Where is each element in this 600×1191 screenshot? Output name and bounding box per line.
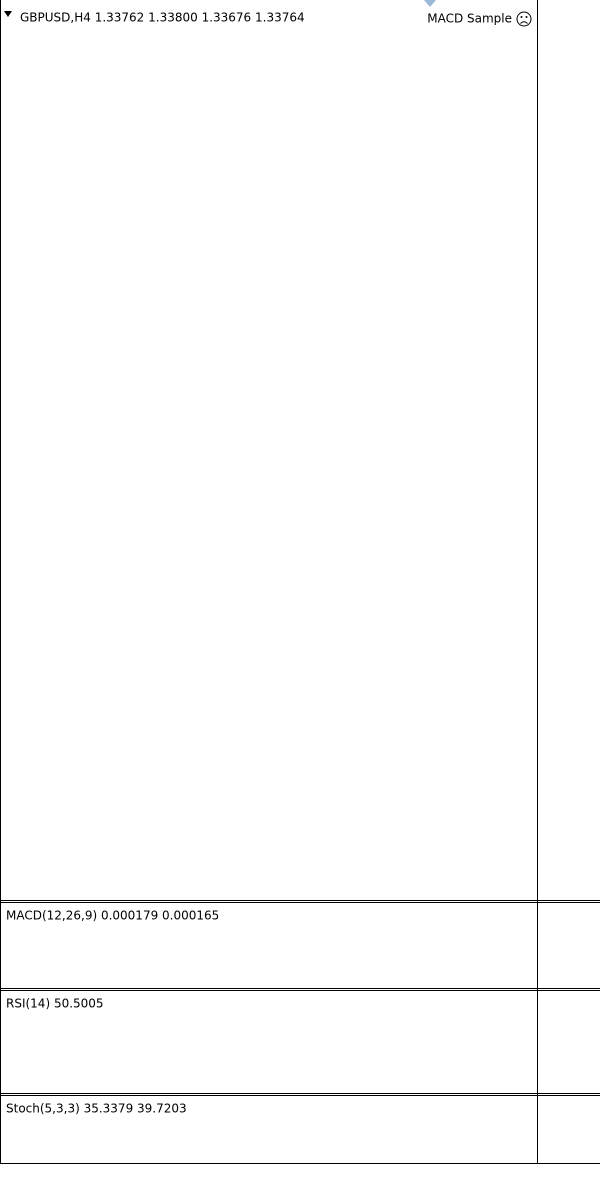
dropdown-arrow[interactable]	[4, 11, 12, 17]
label-layer: GBPUSD,H4 1.33762 1.33800 1.33676 1.3376…	[4, 0, 532, 1116]
expert-icon-mouth	[520, 21, 528, 24]
symbol-title: GBPUSD,H4 1.33762 1.33800 1.33676 1.3376…	[20, 11, 305, 25]
expert-icon[interactable]	[516, 11, 532, 27]
rsi-title: RSI(14) 50.5005	[6, 997, 104, 1011]
frame-layer	[0, 0, 600, 1164]
expert-icon-eye	[525, 16, 528, 18]
macd-title: MACD(12,26,9) 0.000179 0.000165	[6, 909, 219, 923]
expert-name: MACD Sample	[427, 12, 512, 26]
shift-marker	[424, 0, 436, 7]
expert-icon-eye	[520, 16, 523, 18]
expert-icon-face	[516, 11, 532, 27]
stoch-title: Stoch(5,3,3) 35.3379 39.7203	[6, 1102, 187, 1116]
